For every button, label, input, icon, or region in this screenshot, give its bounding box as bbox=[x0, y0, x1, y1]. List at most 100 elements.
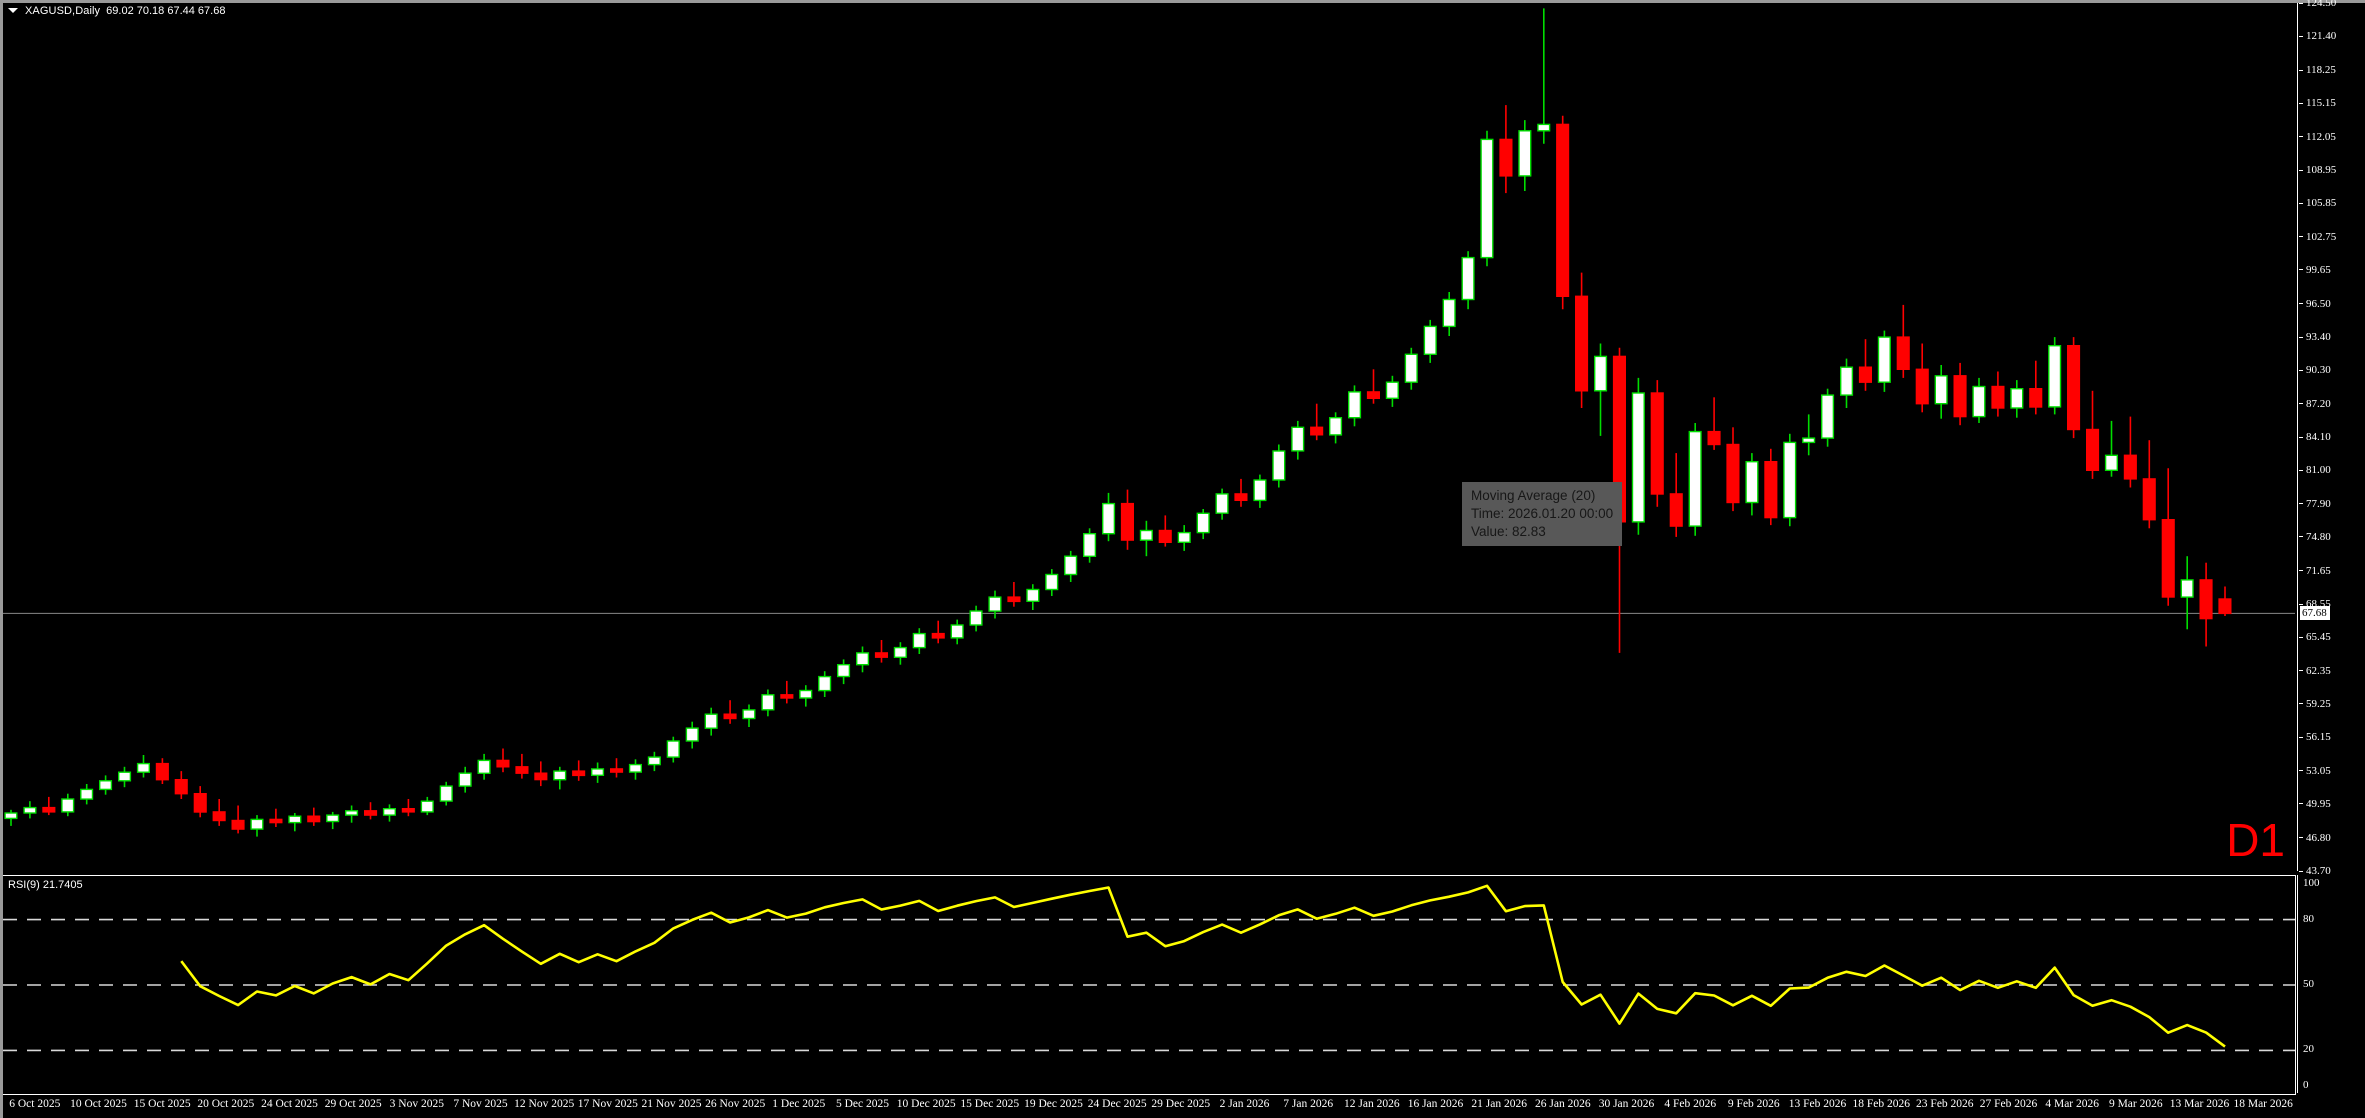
price-tick: 102.75 bbox=[2298, 230, 2336, 244]
price-axis[interactable]: 124.50 121.40 118.25 115.15 112.05 108.95 105.… bbox=[2297, 0, 2365, 877]
symbol-header[interactable]: XAGUSD,Daily 69.02 70.18 67.44 67.68 bbox=[4, 3, 230, 18]
date-tick-label: 23 Feb 2026 bbox=[1916, 1098, 1974, 1110]
date-tick-label: 9 Feb 2026 bbox=[1727, 1098, 1780, 1110]
tooltip-value: Value: 82.83 bbox=[1471, 523, 1546, 539]
tick-mark-icon bbox=[2299, 236, 2303, 238]
date-tick-label: 12 Jan 2026 bbox=[1344, 1098, 1400, 1110]
tick-mark-icon bbox=[2299, 870, 2303, 872]
date-tick-label: 18 Feb 2026 bbox=[1852, 1098, 1910, 1110]
tick-mark-icon bbox=[2299, 770, 2303, 772]
price-tick-label: 93.40 bbox=[2306, 331, 2331, 344]
date-tick-label: 29 Dec 2025 bbox=[1151, 1098, 1211, 1110]
date-tick-label: 17 Nov 2025 bbox=[577, 1098, 638, 1110]
date-tick-label: 6 Oct 2025 bbox=[9, 1098, 61, 1110]
price-tick-label: 90.30 bbox=[2306, 364, 2331, 377]
price-tick: 99.65 bbox=[2298, 263, 2331, 277]
price-tick-label: 115.15 bbox=[2306, 97, 2336, 110]
rsi-tick-label: 0 bbox=[2303, 1079, 2309, 1091]
price-tick-label: 77.90 bbox=[2306, 497, 2331, 510]
price-tick-label: 121.40 bbox=[2306, 30, 2337, 43]
date-tick-label: 18 Mar 2026 bbox=[2233, 1098, 2293, 1110]
tick-mark-icon bbox=[2299, 469, 2303, 471]
date-tick-label: 5 Dec 2025 bbox=[835, 1098, 890, 1110]
price-tick: 71.65 bbox=[2298, 564, 2331, 578]
collapse-caret-icon[interactable] bbox=[8, 8, 18, 13]
price-tick: 90.30 bbox=[2298, 363, 2331, 377]
price-tick-label: 99.65 bbox=[2306, 263, 2331, 276]
window-left-border bbox=[0, 0, 3, 1118]
rsi-tick: 50 bbox=[2298, 977, 2314, 991]
price-tick-label: 56.15 bbox=[2306, 731, 2331, 744]
tick-mark-icon bbox=[2299, 369, 2303, 371]
date-tick-label: 15 Dec 2025 bbox=[960, 1098, 1020, 1110]
date-tick-label: 24 Dec 2025 bbox=[1087, 1098, 1147, 1110]
price-tick: 46.80 bbox=[2298, 831, 2331, 845]
tick-mark-icon bbox=[2299, 436, 2303, 438]
date-tick-label: 19 Dec 2025 bbox=[1024, 1098, 1083, 1110]
date-tick-label: 26 Nov 2025 bbox=[705, 1098, 766, 1110]
date-tick-label: 7 Jan 2026 bbox=[1283, 1098, 1334, 1110]
tick-mark-icon bbox=[2299, 837, 2303, 839]
price-tick-label: 96.50 bbox=[2306, 297, 2331, 310]
price-tick-label: 84.10 bbox=[2306, 431, 2331, 443]
tick-mark-icon bbox=[2299, 2, 2303, 4]
symbol-label: XAGUSD,Daily bbox=[25, 4, 101, 17]
price-tick-label: 71.65 bbox=[2306, 564, 2331, 577]
date-tick-label: 2 Jan 2026 bbox=[1219, 1098, 1270, 1110]
price-tick: 53.05 bbox=[2298, 764, 2331, 778]
date-tick-label: 15 Oct 2025 bbox=[133, 1098, 191, 1110]
price-tick: 124.50 bbox=[2298, 0, 2336, 10]
date-tick-label: 24 Oct 2025 bbox=[261, 1098, 318, 1110]
date-tick-label: 10 Dec 2025 bbox=[896, 1098, 956, 1110]
date-tick-label: 21 Jan 2026 bbox=[1471, 1098, 1527, 1110]
window-top-border bbox=[0, 0, 2365, 3]
price-tick: 121.40 bbox=[2298, 29, 2336, 43]
price-tick: 59.25 bbox=[2298, 697, 2331, 711]
rsi-tick: 80 bbox=[2298, 912, 2314, 926]
price-tick: 81.00 bbox=[2298, 463, 2331, 477]
price-tick-label: 65.45 bbox=[2306, 631, 2331, 644]
rsi-indicator-label: RSI(9) 21.7405 bbox=[8, 879, 83, 891]
date-tick-label: 13 Mar 2026 bbox=[2169, 1098, 2230, 1110]
price-tick: 77.90 bbox=[2298, 497, 2331, 511]
tick-mark-icon bbox=[2299, 503, 2303, 505]
date-tick-label: 16 Jan 2026 bbox=[1407, 1098, 1464, 1110]
price-tick-label: 87.20 bbox=[2306, 397, 2331, 410]
price-chart-pane[interactable] bbox=[3, 3, 2295, 871]
price-tick-label: 118.25 bbox=[2306, 64, 2336, 77]
tick-mark-icon bbox=[2299, 570, 2303, 572]
tick-mark-icon bbox=[2299, 536, 2303, 538]
tick-mark-icon bbox=[2299, 136, 2303, 138]
price-tick: 96.50 bbox=[2298, 297, 2331, 311]
tick-mark-icon bbox=[2299, 736, 2303, 738]
rsi-tick: 100 bbox=[2298, 876, 2320, 890]
price-tick-label: 43.70 bbox=[2306, 865, 2331, 877]
tick-mark-icon bbox=[2299, 69, 2303, 71]
price-tick: 105.85 bbox=[2298, 196, 2336, 210]
rsi-tick-label: 50 bbox=[2303, 978, 2314, 990]
price-tick-label: 62.35 bbox=[2306, 664, 2331, 677]
price-tick-label: 49.95 bbox=[2306, 797, 2331, 810]
price-tick: 74.80 bbox=[2298, 530, 2331, 544]
rsi-indicator-pane[interactable] bbox=[3, 875, 2296, 1095]
date-tick-label: 30 Jan 2026 bbox=[1598, 1098, 1655, 1110]
date-tick-label: 20 Oct 2025 bbox=[197, 1098, 255, 1110]
price-tick: 93.40 bbox=[2298, 330, 2331, 344]
tick-mark-icon bbox=[2299, 603, 2303, 605]
tick-mark-icon bbox=[2299, 102, 2303, 104]
date-axis[interactable]: 6 Oct 2025 10 Oct 2025 15 Oct 2025 20 Oct 2… bbox=[3, 1094, 2295, 1118]
rsi-axis[interactable]: 100 80 50 20 0 bbox=[2297, 875, 2365, 1093]
tick-mark-icon bbox=[2299, 403, 2303, 405]
price-tick-label: 112.05 bbox=[2306, 130, 2336, 143]
tick-mark-icon bbox=[2299, 35, 2303, 37]
date-tick-label: 26 Jan 2026 bbox=[1535, 1098, 1591, 1110]
ohlc-values: 69.02 70.18 67.44 67.68 bbox=[106, 4, 226, 17]
date-tick-label: 3 Nov 2025 bbox=[389, 1098, 444, 1110]
price-tick-label: 105.85 bbox=[2306, 197, 2337, 210]
price-tick: 43.70 bbox=[2298, 864, 2331, 878]
timeframe-watermark: D1 bbox=[2226, 814, 2285, 866]
tick-mark-icon bbox=[2299, 636, 2303, 638]
tick-mark-icon bbox=[2299, 303, 2303, 305]
tick-mark-icon bbox=[2299, 336, 2303, 338]
